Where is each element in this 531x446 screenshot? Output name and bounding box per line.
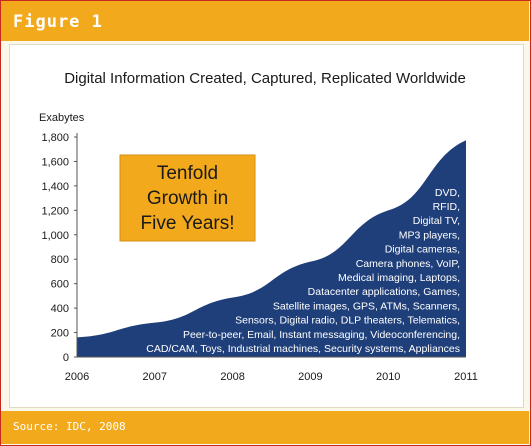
area-annotation-line: Datacenter applications, Games,	[308, 286, 460, 298]
y-tick-label: 600	[51, 279, 69, 291]
x-axis-ticks: 2006 2007 2008 2009 2010 2011	[65, 371, 478, 383]
axes	[76, 133, 466, 358]
y-tick-label: 200	[51, 328, 69, 340]
area-annotation-line: Camera phones, VoIP,	[356, 258, 460, 270]
area-annotation-line: Peer-to-peer, Email, Instant messaging, …	[183, 329, 460, 341]
y-tick-label: 800	[51, 254, 69, 266]
y-tick-label: 0	[63, 352, 69, 364]
area-annotation-line: CAD/CAM, Toys, Industrial machines, Secu…	[146, 343, 460, 355]
callout-line: Tenfold	[157, 163, 218, 184]
y-tick-label: 1,600	[41, 156, 69, 168]
source-note: Source: IDC, 2008	[13, 420, 126, 433]
y-axis-label: Exabytes	[39, 112, 85, 124]
figure-footer: Source: IDC, 2008	[1, 411, 529, 444]
x-tick-label: 2009	[298, 371, 322, 383]
area-annotation-line: Satellite images, GPS, ATMs, Scanners,	[273, 300, 460, 312]
callout-box	[119, 154, 256, 242]
x-tick-label: 2006	[65, 371, 89, 383]
area-series	[77, 140, 466, 357]
area-annotation-line: RFID,	[433, 201, 460, 213]
growth-callout: Tenfold Growth in Five Years!	[119, 154, 256, 242]
area-annotation-line: Digital TV,	[413, 215, 460, 227]
area-annotation-line: Medical imaging, Laptops,	[338, 272, 460, 284]
y-tick-label: 1,200	[41, 205, 69, 217]
area-annotations: DVD, RFID, Digital TV, MP3 players, Digital …	[146, 187, 460, 355]
chart-title: Digital Information Created, Captured, R…	[64, 70, 466, 87]
callout-line: Growth in	[147, 188, 228, 209]
x-tick-label: 2008	[220, 371, 244, 383]
callout-line: Five Years!	[141, 213, 235, 234]
y-axis-ticks: 1,800 1,600 1,400 1,200 1,000 800 600 400 200 0	[41, 132, 77, 364]
y-tick-label: 400	[51, 303, 69, 315]
figure-label: Figure 1	[13, 12, 103, 32]
area-annotation-line: Digital cameras,	[385, 244, 460, 256]
x-tick-label: 2010	[376, 371, 400, 383]
area-annotation-line: DVD,	[435, 187, 460, 199]
x-tick-label: 2011	[454, 371, 478, 383]
area-annotation-line: MP3 players,	[399, 229, 460, 241]
y-tick-label: 1,400	[41, 181, 69, 193]
area-annotation-line: Sensors, Digital radio, DLP theaters, Te…	[235, 315, 460, 327]
y-tick-label: 1,000	[41, 230, 69, 242]
x-tick-label: 2007	[143, 371, 167, 383]
figure-header: Figure 1	[1, 1, 529, 41]
y-tick-label: 1,800	[41, 132, 69, 144]
